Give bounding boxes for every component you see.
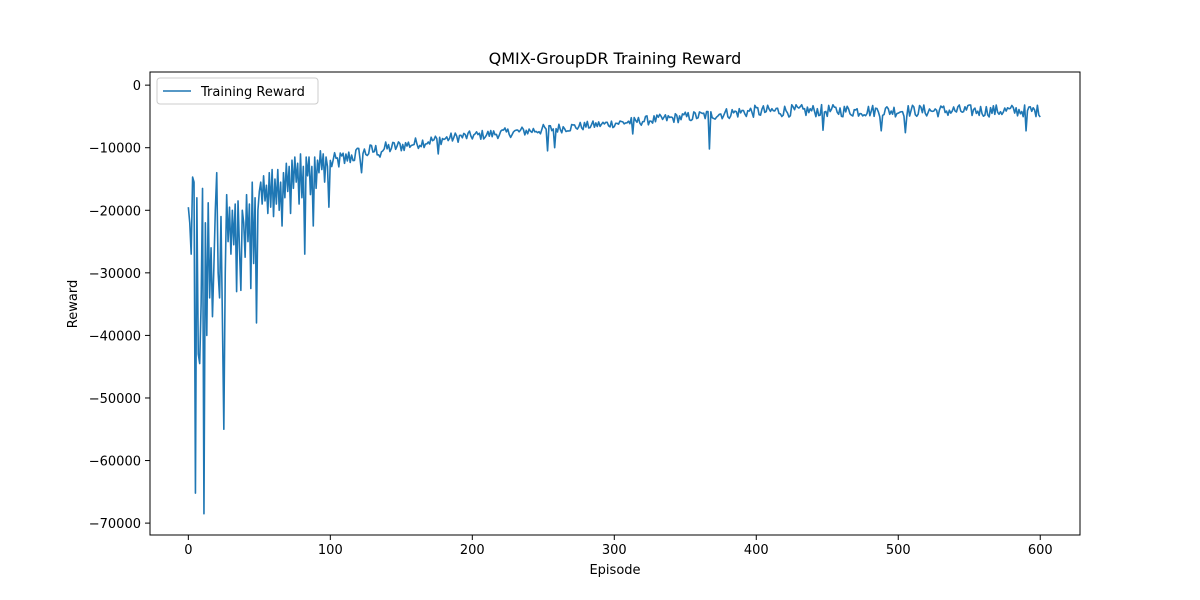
x-axis-ticks: 0 100 200 300 400 500 600 — [184, 535, 1053, 558]
y-tick-label: −30000 — [89, 267, 141, 282]
x-tick-label: 200 — [460, 543, 485, 558]
y-tick-label: 0 — [133, 79, 141, 94]
legend-label: Training Reward — [200, 85, 305, 100]
y-tick-label: −70000 — [89, 517, 141, 532]
chart-title: QMIX-GroupDR Training Reward — [489, 49, 742, 68]
y-tick-label: −50000 — [89, 392, 141, 407]
y-tick-label: −20000 — [89, 204, 141, 219]
x-tick-label: 400 — [744, 543, 769, 558]
y-tick-label: −40000 — [89, 329, 141, 344]
y-axis-ticks: 0 −10000 −20000 −30000 −40000 −50000 −60000 −70… — [89, 79, 150, 532]
y-tick-label: −10000 — [89, 142, 141, 157]
series-line-training-reward — [187, 103, 1041, 515]
plot-area-frame — [149, 71, 1081, 536]
legend-box — [156, 77, 319, 105]
x-tick-label: 0 — [184, 543, 192, 558]
x-axis-label: Episode — [589, 563, 640, 578]
x-tick-label: 300 — [602, 543, 627, 558]
x-tick-label: 100 — [318, 543, 343, 558]
x-tick-label: 600 — [1028, 543, 1053, 558]
y-tick-label: −60000 — [89, 455, 141, 470]
y-axis-label: Reward — [66, 280, 81, 328]
x-tick-label: 500 — [886, 543, 911, 558]
legend: Training Reward — [156, 77, 319, 105]
